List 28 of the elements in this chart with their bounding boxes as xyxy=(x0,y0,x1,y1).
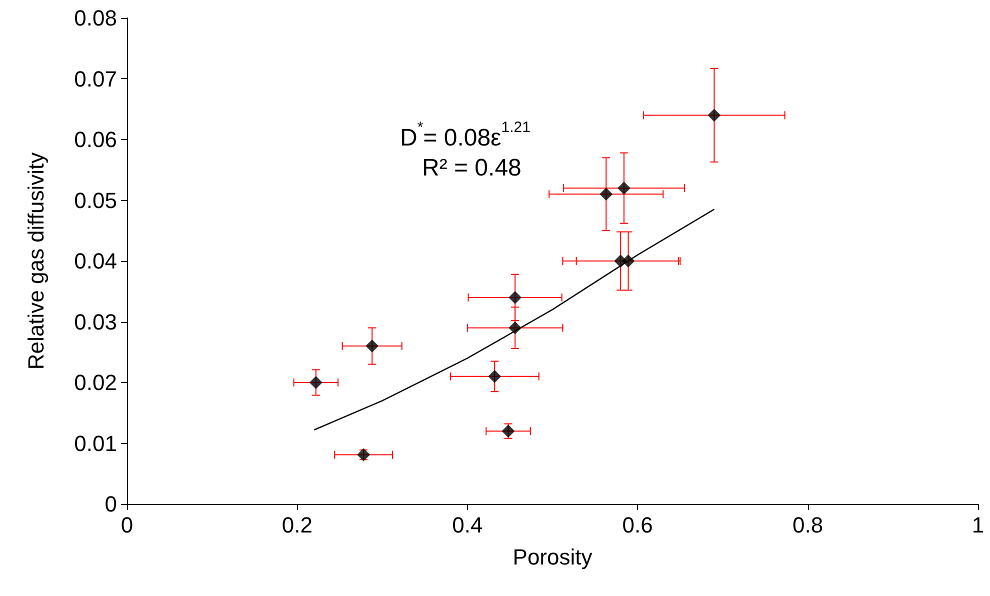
y-axis-title: Relative gas diffusivity xyxy=(24,152,48,370)
point xyxy=(488,370,502,383)
point xyxy=(622,254,635,268)
point xyxy=(508,321,522,334)
x-tick-label: 0 xyxy=(120,512,134,538)
point xyxy=(708,108,721,122)
annotation: R² = 0.48 xyxy=(422,154,522,182)
y-tick-label: 0.08 xyxy=(74,6,117,30)
x-tick-label: 0.2 xyxy=(282,512,312,538)
x-tick-label: 0.4 xyxy=(452,512,483,538)
x-tick-label: 1 xyxy=(972,512,984,538)
y-tick-label: 0 xyxy=(104,492,117,516)
point xyxy=(309,376,322,389)
line-series xyxy=(314,208,715,431)
point xyxy=(508,290,522,304)
point xyxy=(617,182,630,195)
y-tick-label: 0.05 xyxy=(74,188,117,213)
y-tick-label: 0.06 xyxy=(74,127,117,152)
y-tick-label: 0.03 xyxy=(74,309,117,334)
x-axis-title: Porosity xyxy=(512,544,592,570)
point xyxy=(366,340,379,353)
y-tick-label: 0.04 xyxy=(74,248,117,274)
x-tick-label: 0.6 xyxy=(622,512,653,538)
y-tick-label: 0.01 xyxy=(74,430,117,456)
x-tick-label: 0.8 xyxy=(792,512,824,538)
point xyxy=(600,188,613,201)
y-tick-label: 0.07 xyxy=(74,66,117,92)
y-tick-label: 0.02 xyxy=(74,370,117,395)
